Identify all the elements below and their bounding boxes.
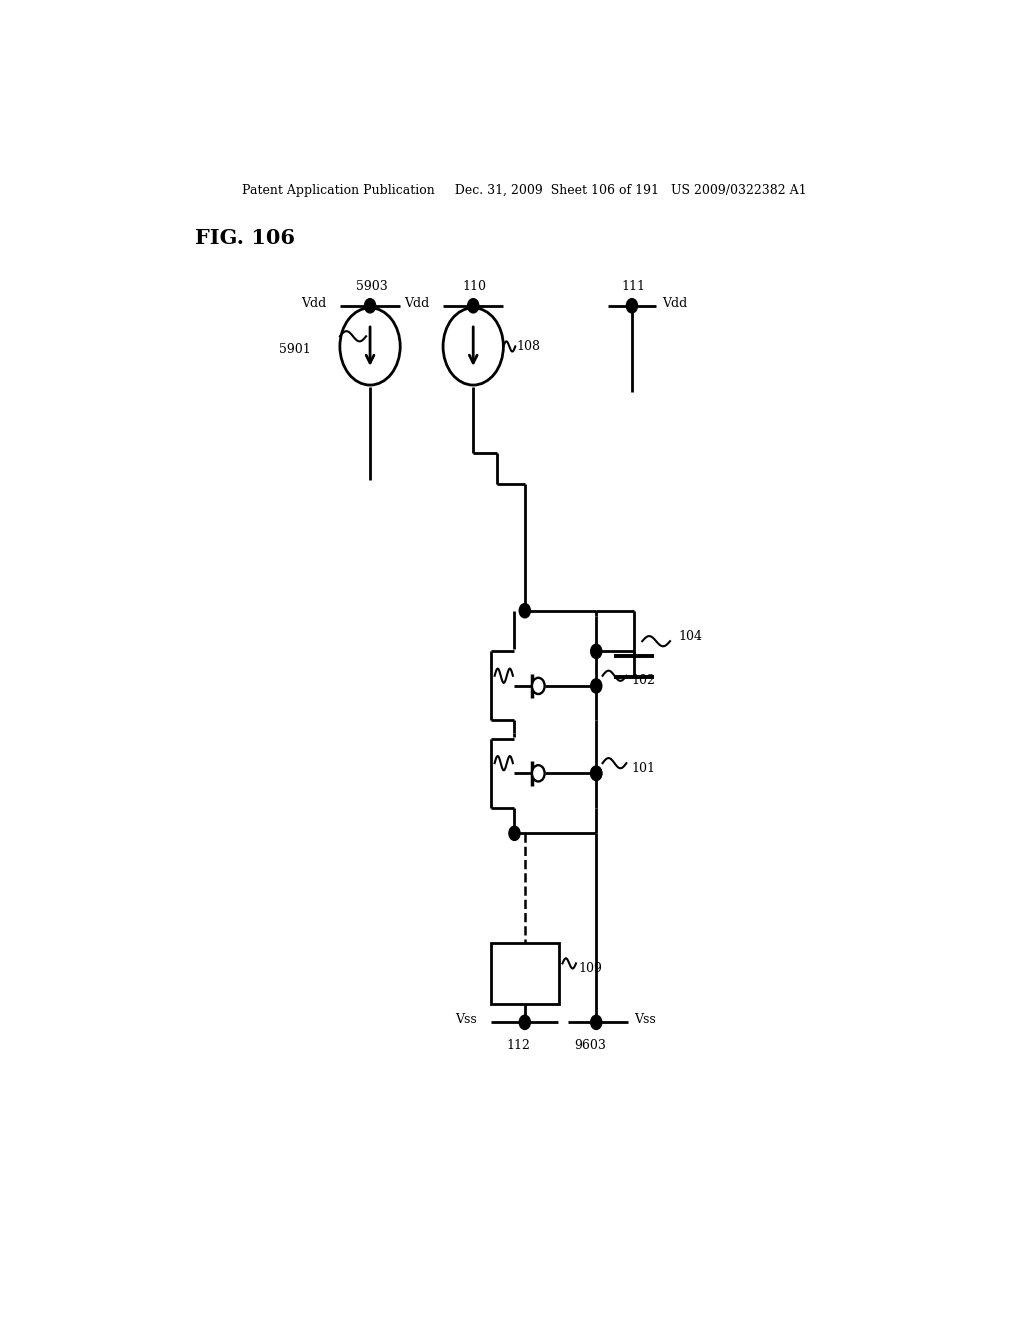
Text: Vss: Vss (456, 1012, 477, 1026)
Circle shape (591, 678, 602, 693)
Circle shape (591, 766, 602, 780)
Text: 109: 109 (579, 962, 602, 975)
Text: Patent Application Publication     Dec. 31, 2009  Sheet 106 of 191   US 2009/032: Patent Application Publication Dec. 31, … (243, 185, 807, 198)
Circle shape (591, 644, 602, 659)
Circle shape (443, 308, 504, 385)
Bar (492, 942, 558, 1005)
Circle shape (531, 677, 545, 694)
Circle shape (340, 308, 400, 385)
Circle shape (519, 603, 530, 618)
Circle shape (365, 298, 376, 313)
Text: 5903: 5903 (355, 280, 387, 293)
Text: 112: 112 (507, 1039, 530, 1052)
Circle shape (509, 826, 520, 841)
Text: Vdd: Vdd (404, 297, 430, 310)
Circle shape (591, 1015, 602, 1030)
Circle shape (591, 766, 602, 780)
Text: Vdd: Vdd (663, 297, 687, 310)
Text: 108: 108 (517, 341, 541, 352)
Text: 110: 110 (463, 280, 486, 293)
Text: 101: 101 (632, 762, 656, 775)
Text: 9603: 9603 (573, 1039, 606, 1052)
Circle shape (468, 298, 479, 313)
Text: 111: 111 (622, 280, 645, 293)
Circle shape (531, 766, 545, 781)
Text: 102: 102 (632, 675, 655, 688)
Circle shape (519, 1015, 530, 1030)
Circle shape (627, 298, 638, 313)
Text: Vdd: Vdd (301, 297, 327, 310)
Text: 5901: 5901 (279, 343, 310, 356)
Text: FIG. 106: FIG. 106 (196, 227, 296, 248)
Text: 104: 104 (678, 630, 702, 643)
Text: Vss: Vss (634, 1012, 656, 1026)
